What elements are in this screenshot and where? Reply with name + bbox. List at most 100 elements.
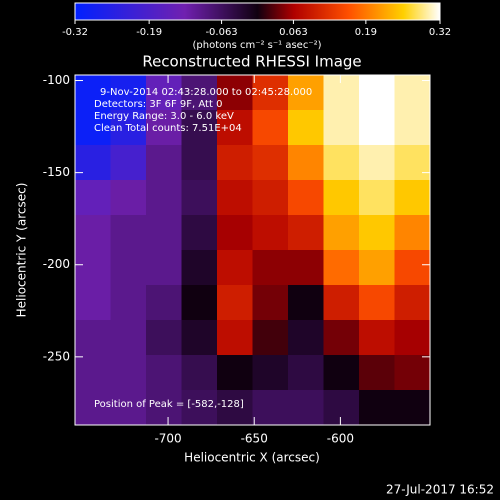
heatmap-cell: [252, 250, 289, 286]
heatmap-cell: [110, 145, 147, 181]
heatmap-cell: [146, 355, 182, 391]
heatmap-cell: [394, 180, 431, 216]
heatmap-cell: [110, 320, 147, 356]
heatmap-cell: [110, 215, 147, 251]
heatmap-cell: [394, 145, 431, 181]
heatmap-cell: [75, 320, 111, 356]
heatmap-cell: [252, 355, 289, 391]
annotation: Energy Range: 3.0 - 6.0 keV: [94, 111, 234, 122]
heatmap-cell: [181, 390, 218, 426]
heatmap-cell: [252, 390, 289, 426]
heatmap-cell: [394, 110, 431, 146]
heatmap-cell: [146, 215, 182, 251]
heatmap-cell: [110, 75, 147, 111]
heatmap-cell: [252, 285, 289, 321]
heatmap-cell: [146, 75, 182, 111]
heatmap-cell: [359, 390, 395, 426]
heatmap-cell: [252, 180, 289, 216]
heatmap-cell: [323, 320, 360, 356]
heatmap-cell: [181, 285, 218, 321]
heatmap-cell: [288, 75, 324, 111]
heatmap-cell: [75, 180, 111, 216]
colorbar-tick-label: 0.19: [355, 27, 377, 38]
heatmap-cell: [146, 320, 182, 356]
heatmap-cell: [146, 110, 182, 146]
heatmap-cell: [181, 355, 218, 391]
heatmap-cell: [75, 145, 111, 181]
heatmap-cell: [323, 180, 360, 216]
y-tick-label: -250: [43, 349, 70, 363]
heatmap-cell: [217, 110, 253, 146]
heatmap-cell: [146, 250, 182, 286]
colorbar-tick-label: -0.32: [62, 27, 88, 38]
heatmap-cell: [394, 250, 431, 286]
heatmap-cell: [110, 250, 147, 286]
heatmap-cell: [323, 110, 360, 146]
heatmap-cell: [75, 110, 111, 146]
colorbar-tick-label: -0.063: [205, 27, 237, 38]
heatmap-cell: [75, 355, 111, 391]
heatmap-cell: [252, 215, 289, 251]
heatmap-cell: [110, 180, 147, 216]
heatmap-cell: [217, 355, 253, 391]
heatmap-cell: [252, 75, 289, 111]
heatmap-cell: [288, 285, 324, 321]
heatmap-cell: [359, 110, 395, 146]
annotation: 9-Nov-2014 02:43:28.000 to 02:45:28.000: [100, 87, 312, 98]
heatmap-cell: [394, 390, 431, 426]
heatmap-cell: [217, 215, 253, 251]
heatmap-cell: [359, 285, 395, 321]
heatmap-cell: [110, 390, 147, 426]
heatmap-cell: [217, 145, 253, 181]
heatmap-cell: [146, 285, 182, 321]
plot-frame: [74, 74, 431, 426]
peak-label: Position of Peak = [-582,-128]: [94, 399, 244, 410]
x-tick-label: -600: [327, 432, 354, 446]
heatmap-cell: [359, 250, 395, 286]
heatmap-cell: [288, 320, 324, 356]
chart-title: Reconstructed RHESSI Image: [142, 53, 361, 71]
heatmap-cell: [146, 180, 182, 216]
y-tick-label: -150: [43, 165, 70, 179]
colorbar-tick-label: 0.32: [429, 27, 451, 38]
y-tick-label: -200: [43, 257, 70, 271]
annotation: Clean Total counts: 7.51E+04: [94, 123, 242, 134]
heatmap-cell: [181, 320, 218, 356]
heatmap-cell: [323, 250, 360, 286]
heatmap-cell: [323, 390, 360, 426]
heatmap-cell: [75, 215, 111, 251]
heatmap-cell: [394, 320, 431, 356]
heatmap-cell: [217, 320, 253, 356]
heatmap-cell: [288, 215, 324, 251]
colorbar-label: (photons cm⁻² s⁻¹ asec⁻²): [192, 40, 321, 51]
x-tick-label: -650: [241, 432, 268, 446]
heatmap-cell: [394, 285, 431, 321]
heatmap-cell: [359, 355, 395, 391]
annotation: Detectors: 3F 6F 9F, Att 0: [94, 99, 222, 110]
colorbar-tick-label: 0.063: [279, 27, 308, 38]
heatmap-cell: [288, 180, 324, 216]
heatmap-cell: [181, 75, 218, 111]
heatmap-cell: [181, 250, 218, 286]
heatmap-cell: [181, 180, 218, 216]
heatmap-cell: [252, 110, 289, 146]
heatmap-cell: [252, 145, 289, 181]
y-tick-label: -100: [43, 73, 70, 87]
heatmap-cell: [288, 250, 324, 286]
heatmap-cell: [288, 110, 324, 146]
heatmap-cell: [217, 390, 253, 426]
heatmap-cell: [181, 110, 218, 146]
x-tick-label: -700: [154, 432, 181, 446]
timestamp: 27-Jul-2017 16:52: [386, 483, 494, 497]
heatmap-cell: [252, 320, 289, 356]
heatmap-cell: [181, 215, 218, 251]
x-axis-label: Heliocentric X (arcsec): [184, 451, 320, 465]
heatmap-cell: [323, 285, 360, 321]
heatmap-cell: [146, 390, 182, 426]
heatmap-cell: [323, 145, 360, 181]
heatmap-cell: [359, 320, 395, 356]
heatmap-cell: [110, 285, 147, 321]
heatmap-cell: [110, 355, 147, 391]
heatmap-cell: [75, 390, 111, 426]
